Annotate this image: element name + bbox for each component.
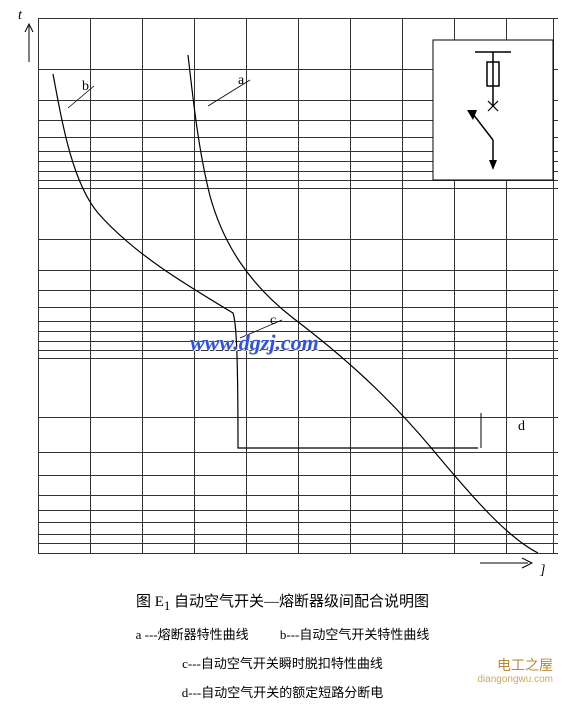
label-d: d <box>518 419 525 434</box>
legend-d: d---自动空气开关的额定短路分断电 <box>182 682 384 701</box>
footer-sub: diangongwu.com <box>477 674 553 686</box>
y-axis-label: t <box>18 8 22 24</box>
label-b: b <box>82 79 89 94</box>
inset-schematic <box>433 40 553 180</box>
footer-watermark: 电工之屋 diangongwu.com <box>477 657 553 686</box>
y-axis-arrow <box>24 22 34 62</box>
footer-main: 电工之屋 <box>477 657 553 674</box>
x-axis-label: ] <box>540 563 545 579</box>
caption-title-prefix: 图 E <box>136 594 164 610</box>
caption-title-text: 自动空气开关—熔断器级间配合说明图 <box>170 594 429 610</box>
label-c: c <box>270 313 276 328</box>
legend-a: a ---熔断器特性曲线 <box>136 624 249 643</box>
label-a: a <box>238 73 245 88</box>
legend-c: c---自动空气开关瞬时脱扣特性曲线 <box>182 653 383 672</box>
caption: 图 E1 自动空气开关—熔断器级间配合说明图 a ---熔断器特性曲线 b---… <box>0 590 565 711</box>
caption-title: 图 E1 自动空气开关—熔断器级间配合说明图 <box>0 590 565 614</box>
x-axis-arrow <box>480 556 540 570</box>
chart-svg: b a c d <box>38 18 558 568</box>
watermark: www.dgzj.com <box>190 330 319 356</box>
curve-b <box>53 74 478 448</box>
legend-b: b---自动空气开关特性曲线 <box>280 624 430 643</box>
caption-line-ab: a ---熔断器特性曲线 b---自动空气开关特性曲线 <box>0 624 565 643</box>
